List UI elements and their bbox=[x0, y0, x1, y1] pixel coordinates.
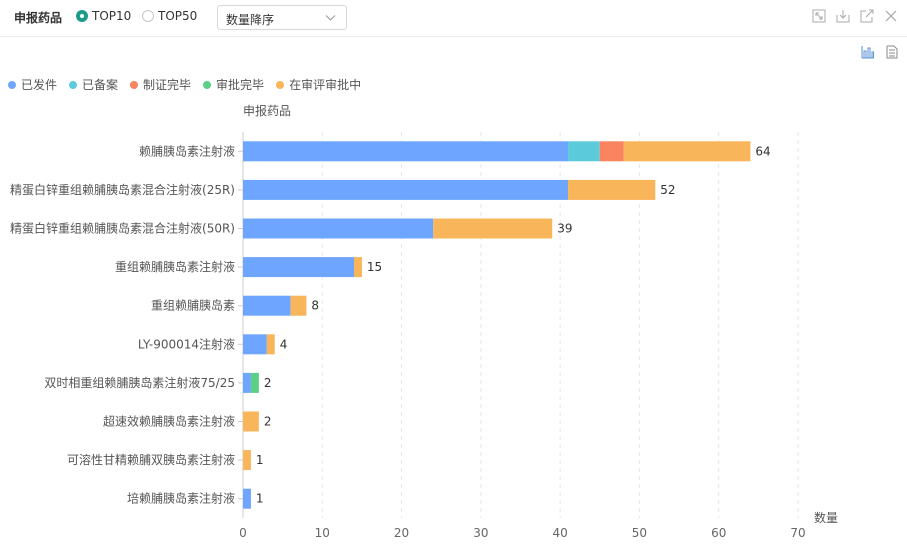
chevron-down-icon bbox=[325, 15, 336, 21]
legend-swatch bbox=[130, 80, 139, 89]
x-axis-title: 数量 bbox=[814, 510, 838, 525]
category-label: 超速效赖脯胰岛素注射液 bbox=[103, 414, 235, 429]
top10-label: TOP10 bbox=[92, 9, 132, 23]
bar-segment bbox=[243, 334, 267, 355]
top10-radio[interactable]: TOP10 bbox=[76, 9, 131, 23]
bar-segment bbox=[243, 372, 251, 393]
radio-checked-icon bbox=[76, 10, 88, 22]
category-label: LY-900014注射液 bbox=[138, 336, 235, 351]
download-icon[interactable] bbox=[836, 9, 850, 23]
x-tick-label: 10 bbox=[315, 526, 330, 540]
bar-total-label: 1 bbox=[256, 492, 264, 506]
legend-item[interactable]: 在审评审批中 bbox=[276, 76, 361, 93]
top50-radio[interactable]: TOP50 bbox=[142, 9, 197, 23]
bar-total-label: 39 bbox=[557, 222, 572, 236]
bar-total-label: 15 bbox=[367, 260, 382, 274]
x-tick-label: 60 bbox=[711, 526, 726, 540]
legend-item[interactable]: 已备案 bbox=[69, 76, 118, 93]
bar-total-label: 8 bbox=[311, 299, 319, 313]
toolbar: 申报药品 TOP10 TOP50 数量降序 bbox=[0, 0, 907, 37]
x-tick-label: 0 bbox=[239, 526, 247, 540]
data-view-icon[interactable] bbox=[885, 45, 899, 59]
category-label: 重组赖脯胰岛素注射液 bbox=[115, 259, 235, 274]
bar-segment bbox=[243, 218, 434, 239]
bar-total-label: 2 bbox=[264, 415, 272, 429]
legend-label: 已备案 bbox=[82, 78, 119, 92]
bar-segment bbox=[623, 141, 751, 162]
bar-segment bbox=[243, 141, 569, 162]
legend-label: 审批完毕 bbox=[216, 78, 265, 92]
bar-segment bbox=[243, 411, 259, 432]
legend-item[interactable]: 已发件 bbox=[8, 76, 57, 93]
bar-total-label: 64 bbox=[755, 144, 770, 158]
legend-swatch bbox=[203, 80, 212, 89]
bar-segment bbox=[290, 295, 307, 316]
bar-total-label: 2 bbox=[264, 376, 272, 390]
x-tick-label: 20 bbox=[394, 526, 409, 540]
category-label: 重组赖脯胰岛素 bbox=[151, 298, 235, 313]
fullscreen-icon[interactable] bbox=[812, 9, 826, 23]
bar-segment bbox=[243, 295, 291, 316]
legend-swatch bbox=[69, 80, 78, 89]
sort-select-value: 数量降序 bbox=[226, 13, 275, 27]
x-tick-label: 50 bbox=[632, 526, 647, 540]
bar-total-label: 52 bbox=[660, 183, 675, 197]
bar-segment bbox=[243, 179, 569, 200]
x-tick-label: 70 bbox=[790, 526, 805, 540]
x-tick-label: 30 bbox=[473, 526, 488, 540]
legend-label: 制证完毕 bbox=[143, 78, 192, 92]
legend-item[interactable]: 制证完毕 bbox=[130, 76, 191, 93]
bar-segment bbox=[250, 372, 259, 393]
bar-segment bbox=[243, 450, 251, 471]
category-label: 精蛋白锌重组赖脯胰岛素混合注射液(50R) bbox=[10, 221, 235, 236]
bar-segment bbox=[568, 141, 600, 162]
category-label: 精蛋白锌重组赖脯胰岛素混合注射液(25R) bbox=[10, 182, 235, 197]
category-label: 赖脯胰岛素注射液 bbox=[139, 143, 235, 158]
close-icon[interactable] bbox=[884, 9, 898, 23]
bar-total-label: 4 bbox=[280, 337, 288, 351]
legend-swatch bbox=[8, 80, 16, 89]
chart-legend: 已发件 已备案 制证完毕 审批完毕 在审评审批中 bbox=[8, 76, 373, 93]
open-external-icon[interactable] bbox=[860, 9, 874, 23]
y-axis-title: 申报药品 bbox=[243, 103, 291, 118]
category-label: 培赖脯胰岛素注射液 bbox=[127, 491, 235, 506]
legend-item[interactable]: 审批完毕 bbox=[203, 76, 264, 93]
category-label: 可溶性甘精赖脯双胰岛素注射液 bbox=[67, 452, 235, 467]
sort-select[interactable]: 数量降序 bbox=[217, 5, 347, 30]
bar-total-label: 1 bbox=[256, 453, 264, 467]
bar-segment bbox=[568, 179, 656, 200]
legend-label: 已发件 bbox=[21, 78, 58, 92]
legend-swatch bbox=[276, 80, 285, 89]
bar-segment bbox=[433, 218, 553, 239]
x-tick-label: 40 bbox=[553, 526, 568, 540]
bar-segment bbox=[599, 141, 624, 162]
category-label: 双时相重组赖脯胰岛素注射液75/25 bbox=[44, 375, 235, 390]
radio-unchecked-icon bbox=[142, 10, 154, 22]
bar-chart-icon[interactable] bbox=[861, 45, 875, 59]
bar-segment bbox=[243, 257, 354, 278]
legend-label: 在审评审批中 bbox=[289, 78, 362, 92]
bar-segment bbox=[266, 334, 275, 355]
bar-segment bbox=[354, 257, 362, 278]
top50-label: TOP50 bbox=[158, 9, 198, 23]
panel-title: 申报药品 bbox=[14, 11, 63, 25]
bar-segment bbox=[243, 488, 251, 509]
